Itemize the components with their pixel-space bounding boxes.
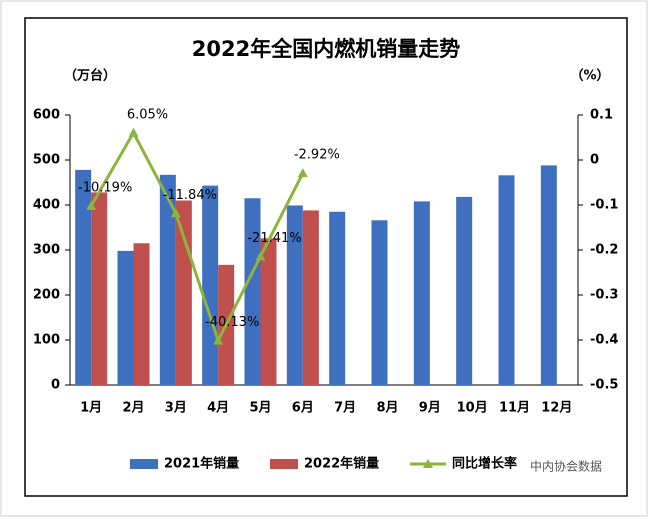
legend-swatch — [270, 459, 298, 469]
y2-tick-label: 0 — [590, 153, 599, 168]
line-marker — [297, 168, 308, 178]
y2-tick-label: -0.3 — [590, 288, 618, 303]
bar — [329, 211, 346, 385]
line-marker — [255, 251, 266, 261]
bar — [117, 250, 134, 385]
x-tick-label: 3月 — [165, 401, 187, 416]
chart-frame — [24, 17, 628, 497]
legend-swatch — [130, 459, 158, 469]
x-tick-label: 10月 — [457, 401, 488, 416]
x-tick-label: 12月 — [541, 401, 572, 416]
y-tick-label: 400 — [33, 198, 60, 213]
y-tick-label: 0 — [51, 378, 60, 393]
x-tick-label: 4月 — [207, 401, 229, 416]
data-label: -40.13% — [205, 315, 259, 330]
bar — [75, 169, 92, 385]
bar — [286, 205, 303, 385]
data-label: -21.41% — [247, 231, 301, 246]
watermark: 中内协会数据 — [530, 459, 602, 474]
bar — [456, 196, 473, 385]
x-tick-label: 8月 — [376, 401, 398, 416]
y-tick-label: 100 — [33, 333, 60, 348]
bar — [91, 192, 108, 385]
y2-axis-label: （%） — [570, 68, 609, 84]
bar — [540, 165, 557, 385]
legend-marker — [423, 459, 433, 468]
x-tick-label: 1月 — [80, 401, 102, 416]
legend-label: 2021年销量 — [164, 456, 239, 472]
bar — [371, 220, 388, 385]
x-tick-label: 11月 — [499, 401, 530, 416]
x-tick-label: 2月 — [122, 401, 144, 416]
y2-tick-label: -0.1 — [590, 198, 618, 213]
line-marker — [213, 335, 224, 345]
data-label: -11.84% — [163, 188, 217, 203]
bar — [302, 210, 319, 385]
chart-title: 2022年全国内燃机销量走势 — [192, 37, 460, 61]
bar — [175, 200, 192, 385]
x-tick-label: 7月 — [334, 401, 356, 416]
line — [89, 129, 305, 345]
x-tick-label: 5月 — [249, 401, 271, 416]
data-label: -2.92% — [294, 148, 340, 163]
y-tick-label: 200 — [33, 288, 60, 303]
y-tick-label: 500 — [33, 153, 60, 168]
y-tick-label: 600 — [33, 108, 60, 123]
bar — [133, 243, 150, 385]
bar — [260, 238, 277, 385]
legend-label: 同比增长率 — [452, 456, 517, 472]
y2-tick-label: -0.2 — [590, 243, 618, 258]
legend-label: 2022年销量 — [304, 456, 379, 472]
bar — [202, 185, 219, 385]
y2-tick-label: -0.5 — [590, 378, 618, 393]
x-tick-label: 6月 — [292, 401, 314, 416]
bar — [244, 198, 261, 385]
data-label: 6.05% — [127, 107, 168, 122]
data-label: -10.19% — [78, 180, 132, 195]
line-marker — [128, 127, 139, 137]
line-marker — [86, 200, 97, 210]
x-tick-label: 9月 — [419, 401, 441, 416]
y-tick-label: 300 — [33, 243, 60, 258]
bar — [498, 175, 515, 385]
y-axis-label: （万台） — [64, 68, 116, 84]
y2-tick-label: -0.4 — [590, 333, 618, 348]
y2-tick-label: 0.1 — [590, 108, 613, 123]
bar — [159, 174, 176, 385]
line-marker — [170, 208, 181, 218]
bar — [413, 201, 430, 385]
